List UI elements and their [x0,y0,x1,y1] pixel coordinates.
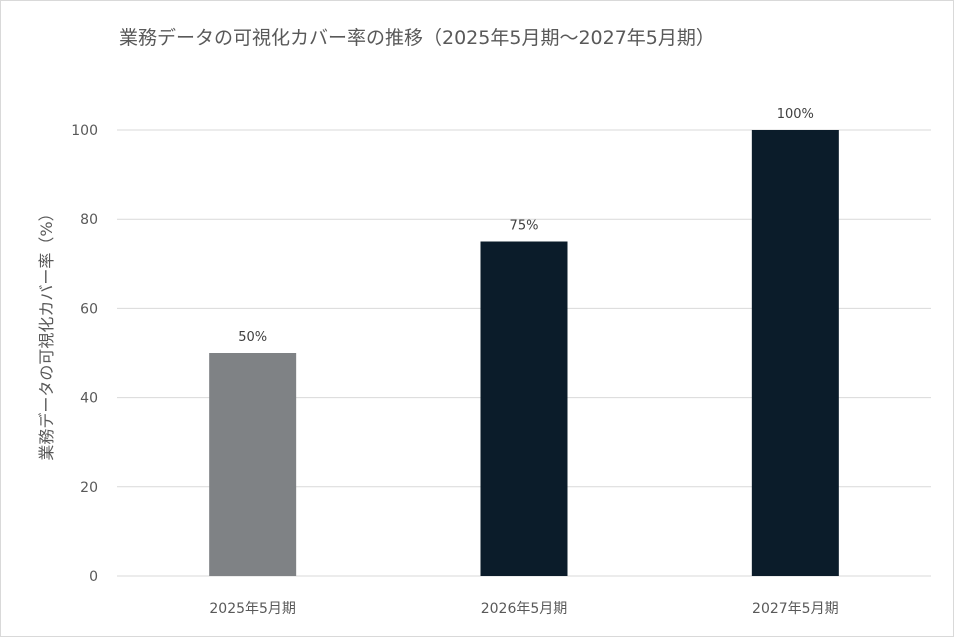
data-label: 50% [238,330,267,345]
y-axis-ticks: 0 20 40 60 80 100 [71,123,98,585]
x-tick-label: 2025年5月期 [209,601,296,617]
y-tick-label: 40 [80,391,98,407]
bar [751,130,839,576]
y-tick-label: 0 [89,569,98,585]
chart-title: 業務データの可視化カバー率の推移（2025年5月期〜2027年5月期） [119,27,715,49]
data-label: 100% [777,107,814,122]
y-tick-label: 100 [71,123,98,139]
y-axis-label: 業務データの可視化カバー率（%） [37,205,56,460]
y-tick-label: 20 [80,480,98,496]
bars [209,130,839,576]
x-axis-ticks: 2025年5月期 2026年5月期 2027年5月期 [209,601,838,617]
x-tick-label: 2027年5月期 [752,601,839,617]
y-tick-label: 80 [80,212,98,228]
bar [480,241,568,576]
y-tick-label: 60 [80,301,98,317]
bar [209,353,297,576]
data-label: 75% [510,219,539,234]
data-labels: 50% 75% 100% [238,107,814,345]
x-tick-label: 2026年5月期 [481,601,568,617]
